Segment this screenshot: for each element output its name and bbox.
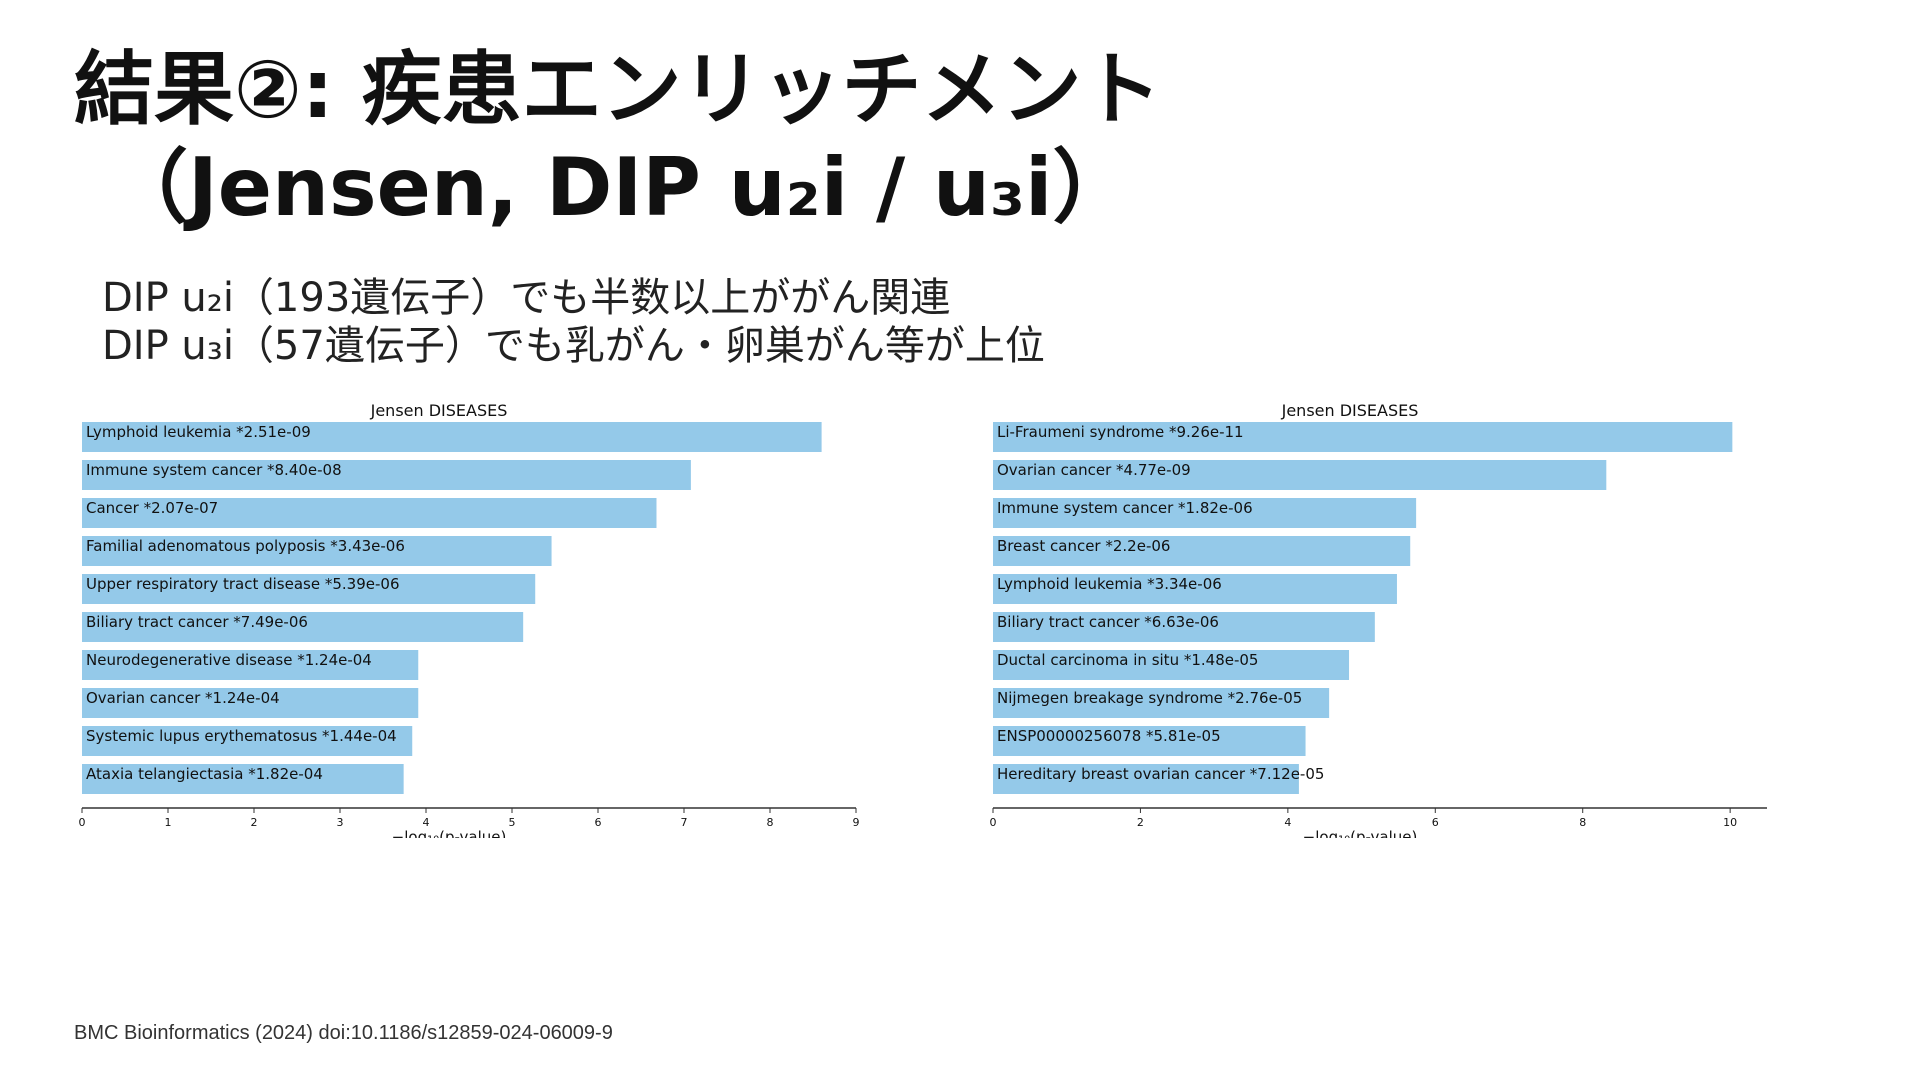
x-tick-label: 0 bbox=[79, 816, 86, 829]
bar bbox=[993, 726, 1306, 756]
x-tick-label: 2 bbox=[1137, 816, 1144, 829]
bar-label: Immune system cancer *1.82e-06 bbox=[997, 499, 1253, 517]
bar bbox=[993, 612, 1375, 642]
bar-label: Neurodegenerative disease *1.24e-04 bbox=[86, 651, 372, 669]
bar bbox=[993, 764, 1299, 794]
chart-title: Jensen DISEASES bbox=[1281, 401, 1419, 420]
bar-label: Lymphoid leukemia *3.34e-06 bbox=[997, 575, 1222, 593]
bar bbox=[82, 764, 404, 794]
jensen-diseases-chart-u2i: Jensen DISEASES Lymphoid leukemia *2.51e-… bbox=[79, 401, 860, 838]
slide-title-line1: 結果②: 疾患エンリッチメント bbox=[74, 43, 1162, 136]
x-tick-label: 8 bbox=[1579, 816, 1586, 829]
x-tick-label: 1 bbox=[165, 816, 172, 829]
bar-label: Upper respiratory tract disease *5.39e-0… bbox=[86, 575, 399, 593]
bar bbox=[82, 536, 552, 566]
bar-label: Ovarian cancer *4.77e-09 bbox=[997, 461, 1191, 479]
x-tick-label: 0 bbox=[990, 816, 997, 829]
bar-label: Cancer *2.07e-07 bbox=[86, 499, 218, 517]
x-tick-label: 10 bbox=[1723, 816, 1737, 829]
bar-label: Biliary tract cancer *7.49e-06 bbox=[86, 613, 308, 631]
bar bbox=[82, 422, 822, 452]
bar-label: Immune system cancer *8.40e-08 bbox=[86, 461, 342, 479]
x-axis-label: −log₁₀(p-value) bbox=[1303, 828, 1418, 838]
bar-label: Nijmegen breakage syndrome *2.76e-05 bbox=[997, 689, 1302, 707]
bar-label: Biliary tract cancer *6.63e-06 bbox=[997, 613, 1219, 631]
bar bbox=[993, 460, 1607, 490]
x-tick-label: 4 bbox=[1284, 816, 1291, 829]
bar bbox=[993, 688, 1330, 718]
bar-label: Systemic lupus erythematosus *1.44e-04 bbox=[86, 727, 397, 745]
bar bbox=[82, 498, 657, 528]
x-tick-label: 2 bbox=[251, 816, 258, 829]
x-tick-label: 7 bbox=[681, 816, 688, 829]
x-tick-label: 4 bbox=[423, 816, 430, 829]
bar bbox=[993, 498, 1417, 528]
x-tick-label: 9 bbox=[853, 816, 860, 829]
x-axis-label: −log₁₀(p-value) bbox=[392, 828, 507, 838]
bar bbox=[82, 650, 419, 680]
bar-label: Ductal carcinoma in situ *1.48e-05 bbox=[997, 651, 1258, 669]
bar bbox=[82, 688, 419, 718]
x-tick-label: 8 bbox=[767, 816, 774, 829]
bar-label: ENSP00000256078 *5.81e-05 bbox=[997, 727, 1221, 745]
x-tick-label: 3 bbox=[337, 816, 344, 829]
bullet-u3i: DIP u₃i（57遺伝子）でも乳がん・卵巣がん等が上位 bbox=[102, 323, 1045, 369]
slide-title-line2: （Jensen, DIP u₂i / u₃i） bbox=[108, 141, 1133, 234]
bar bbox=[993, 422, 1733, 452]
bar bbox=[82, 460, 691, 490]
x-tick-label: 5 bbox=[509, 816, 516, 829]
bar bbox=[993, 650, 1350, 680]
x-tick-label: 6 bbox=[595, 816, 602, 829]
bar-label: Ovarian cancer *1.24e-04 bbox=[86, 689, 280, 707]
bar-label: Breast cancer *2.2e-06 bbox=[997, 537, 1170, 555]
bar bbox=[993, 574, 1397, 604]
x-tick-label: 6 bbox=[1432, 816, 1439, 829]
bar-label: Li-Fraumeni syndrome *9.26e-11 bbox=[997, 423, 1244, 441]
bar-label: Ataxia telangiectasia *1.82e-04 bbox=[86, 765, 323, 783]
jensen-diseases-chart-u3i: Jensen DISEASES Li-Fraumeni syndrome *9.2… bbox=[990, 401, 1767, 838]
citation: BMC Bioinformatics (2024) doi:10.1186/s1… bbox=[74, 1022, 613, 1044]
chart-title: Jensen DISEASES bbox=[370, 401, 508, 420]
bar-label: Hereditary breast ovarian cancer *7.12e-… bbox=[997, 765, 1324, 783]
bar-label: Lymphoid leukemia *2.51e-09 bbox=[86, 423, 311, 441]
bar bbox=[82, 612, 524, 642]
bar bbox=[993, 536, 1411, 566]
bar bbox=[82, 574, 536, 604]
bar-label: Familial adenomatous polyposis *3.43e-06 bbox=[86, 537, 405, 555]
bullet-u2i: DIP u₂i（193遺伝子）でも半数以上ががん関連 bbox=[102, 275, 951, 321]
bar bbox=[82, 726, 413, 756]
